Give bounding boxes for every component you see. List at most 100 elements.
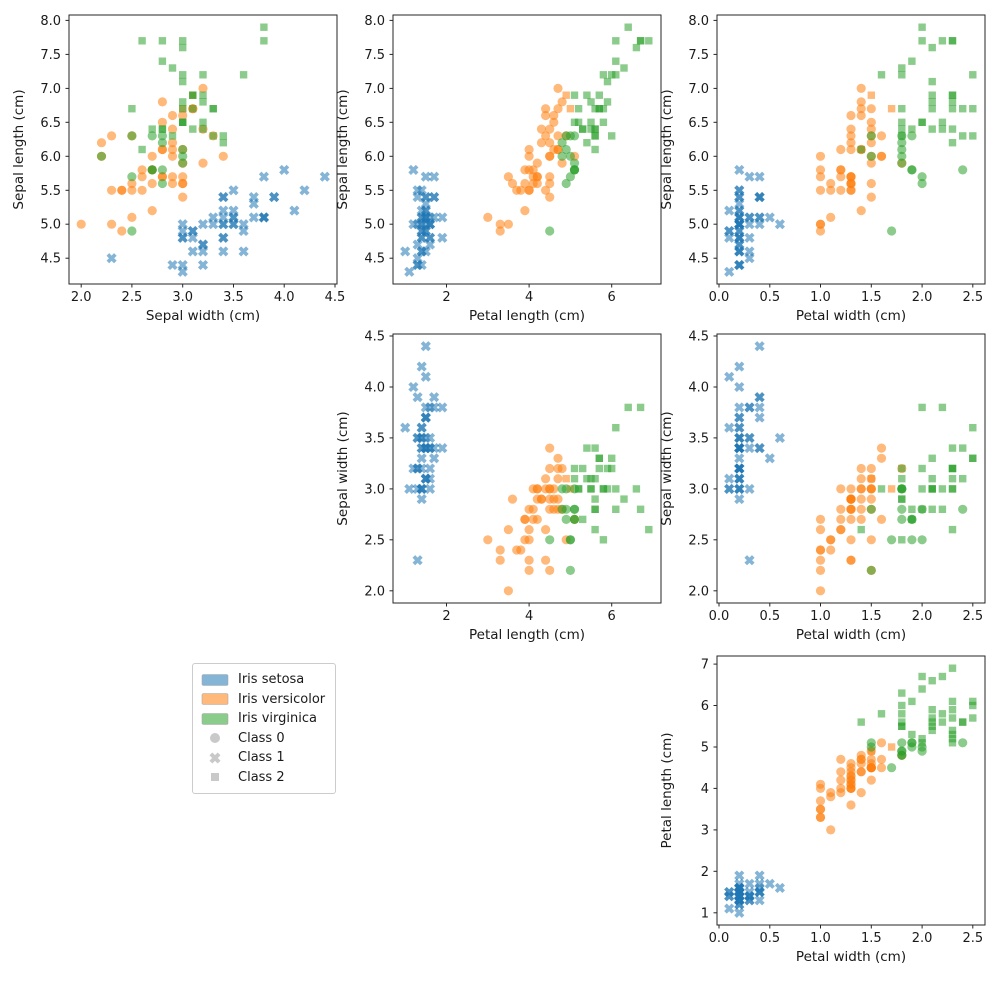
data-point	[157, 172, 167, 182]
data-point	[764, 878, 775, 889]
data-point	[866, 738, 876, 748]
points-layer	[724, 341, 977, 596]
data-point	[127, 185, 137, 195]
data-point	[239, 71, 248, 79]
data-point	[218, 232, 229, 243]
data-point	[724, 266, 735, 277]
data-point	[76, 219, 86, 229]
data-point	[897, 138, 907, 148]
data-point	[562, 91, 570, 99]
data-point	[536, 124, 547, 134]
data-point	[897, 131, 907, 141]
data-point	[612, 505, 620, 513]
data-point	[846, 494, 856, 504]
x-tick-label: 1.0	[810, 931, 831, 946]
data-point	[612, 37, 620, 45]
data-point	[524, 535, 534, 545]
data-point	[137, 165, 147, 175]
plot-border	[716, 333, 986, 604]
data-point	[579, 125, 587, 133]
data-point	[734, 412, 745, 423]
data-point	[553, 494, 563, 504]
legend-item-label: Iris setosa	[238, 672, 305, 688]
data-point	[599, 71, 608, 79]
data-point	[591, 444, 599, 452]
data-point	[595, 91, 603, 99]
data-point	[524, 555, 534, 565]
data-point	[178, 151, 188, 161]
data-point	[591, 132, 599, 140]
data-point	[815, 514, 826, 524]
x-tick-label: 4.0	[274, 290, 295, 305]
data-point	[754, 402, 765, 413]
data-point	[959, 132, 967, 140]
data-point	[424, 432, 436, 443]
data-point	[569, 514, 580, 524]
data-point	[248, 198, 259, 209]
data-point	[127, 178, 137, 189]
data-point	[420, 412, 431, 423]
data-point	[208, 219, 219, 230]
data-point	[218, 246, 229, 257]
data-point	[928, 454, 936, 462]
data-point	[545, 172, 555, 182]
y-tick-label: 8.0	[688, 14, 709, 29]
data-point	[557, 484, 567, 494]
data-point	[107, 131, 117, 141]
data-point	[917, 172, 927, 182]
legend-circle-icon	[210, 733, 220, 744]
data-point	[545, 443, 555, 453]
data-point	[557, 97, 567, 107]
data-point	[553, 104, 563, 114]
data-point	[948, 726, 957, 735]
data-point	[907, 131, 917, 141]
data-point	[938, 485, 947, 493]
data-point	[127, 131, 137, 141]
data-point	[898, 536, 906, 544]
data-point	[724, 225, 735, 237]
data-point	[744, 443, 755, 454]
data-point	[137, 185, 147, 195]
data-point	[877, 710, 886, 718]
y-axis: 1 2 3 4 5 6 7 Petal length (cm)	[659, 658, 717, 921]
x-tick-label: 4	[525, 290, 533, 305]
y-tick-label: 2	[701, 865, 709, 880]
data-point	[565, 565, 575, 575]
data-point	[179, 98, 187, 106]
data-point	[158, 37, 167, 45]
data-point	[532, 484, 542, 494]
data-point	[908, 125, 916, 133]
data-point	[846, 800, 856, 810]
data-point	[815, 226, 826, 236]
data-point	[218, 192, 229, 203]
data-point	[815, 812, 826, 822]
y-axis: 2.0 2.5 3.0 3.5 4.0 4.5 Sepal width (cm)	[335, 330, 393, 599]
data-point	[866, 104, 876, 114]
data-point	[179, 43, 187, 52]
legend-x-icon	[209, 752, 221, 764]
y-tick-label: 7	[701, 658, 709, 673]
data-point	[744, 253, 755, 264]
y-tick-label: 6.5	[688, 116, 709, 131]
data-point	[815, 565, 826, 575]
data-point	[404, 266, 415, 277]
data-point	[178, 172, 188, 182]
data-point	[565, 172, 575, 182]
data-point	[127, 172, 137, 182]
legend-item-label: Class 1	[238, 750, 285, 766]
data-point	[754, 192, 765, 203]
data-point	[908, 57, 916, 65]
data-point	[219, 132, 227, 140]
data-point	[898, 701, 906, 710]
data-point	[734, 463, 745, 474]
data-point	[167, 151, 178, 161]
x-tick-label: 2.0	[912, 609, 933, 624]
y-tick-label: 7.0	[688, 82, 709, 97]
data-point	[420, 341, 431, 352]
x-axis: 2 4 6 Petal length (cm)	[442, 603, 616, 643]
data-point	[319, 171, 330, 182]
data-point	[928, 677, 936, 685]
y-tick-label: 8.0	[364, 14, 385, 29]
y-tick-label: 2.0	[364, 584, 385, 599]
